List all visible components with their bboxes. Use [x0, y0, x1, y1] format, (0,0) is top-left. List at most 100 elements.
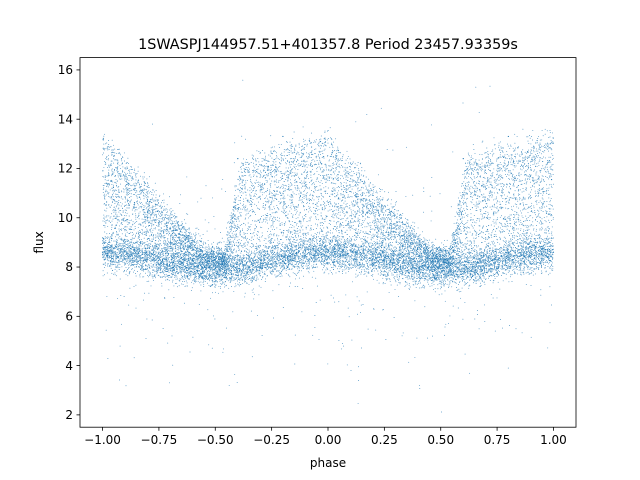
scatter-point: [117, 171, 119, 173]
scatter-point: [180, 194, 182, 196]
scatter-point: [441, 411, 443, 413]
scatter-point: [240, 274, 242, 276]
scatter-point: [107, 174, 109, 176]
scatter-point: [345, 225, 347, 227]
scatter-point: [539, 236, 541, 238]
scatter-point: [516, 251, 518, 253]
scatter-point: [268, 263, 270, 265]
scatter-point: [273, 190, 274, 191]
scatter-point: [285, 249, 287, 251]
scatter-point: [140, 238, 142, 240]
scatter-point: [476, 187, 478, 189]
scatter-point: [315, 228, 317, 230]
scatter-point: [289, 226, 291, 228]
scatter-point: [424, 256, 426, 257]
scatter-point: [273, 258, 275, 259]
scatter-point: [286, 175, 288, 177]
scatter-point: [250, 215, 252, 216]
scatter-point: [228, 243, 230, 245]
scatter-point: [110, 265, 112, 267]
scatter-point: [308, 241, 310, 243]
scatter-point: [406, 232, 408, 233]
scatter-point: [358, 177, 360, 179]
scatter-point: [442, 280, 444, 282]
scatter-point: [121, 323, 122, 325]
scatter-point: [531, 236, 533, 237]
scatter-point: [184, 246, 186, 247]
scatter-point: [366, 262, 368, 264]
scatter-point: [136, 247, 138, 249]
scatter-point: [489, 177, 491, 179]
scatter-point: [231, 275, 233, 277]
scatter-point: [551, 169, 553, 171]
scatter-point: [348, 241, 350, 243]
scatter-point: [378, 201, 380, 203]
scatter-point: [102, 237, 104, 239]
scatter-point: [163, 271, 165, 273]
scatter-point: [127, 157, 129, 159]
scatter-point: [328, 169, 330, 171]
scatter-point: [122, 227, 124, 229]
scatter-point: [467, 152, 469, 154]
scatter-point: [552, 183, 554, 185]
scatter-point: [421, 268, 423, 270]
scatter-point: [105, 143, 107, 145]
scatter-point: [386, 236, 388, 238]
scatter-point: [383, 205, 385, 206]
scatter-point: [359, 174, 360, 176]
scatter-point: [342, 199, 344, 201]
scatter-point: [435, 270, 437, 272]
scatter-point: [518, 253, 520, 255]
scatter-point: [545, 270, 547, 272]
scatter-point: [476, 246, 478, 248]
scatter-point: [115, 159, 117, 161]
scatter-point: [381, 189, 383, 191]
scatter-point: [255, 259, 256, 261]
scatter-point: [413, 251, 415, 253]
scatter-point: [142, 176, 144, 178]
scatter-point: [301, 263, 303, 265]
scatter-point: [232, 215, 234, 217]
scatter-point: [128, 229, 130, 231]
scatter-point: [249, 270, 251, 272]
scatter-point: [122, 261, 124, 263]
scatter-point: [243, 203, 245, 205]
scatter-point: [366, 226, 368, 228]
scatter-point: [338, 301, 340, 303]
scatter-point: [337, 240, 339, 242]
scatter-point: [423, 263, 425, 265]
scatter-point: [412, 234, 414, 236]
scatter-point: [407, 239, 409, 241]
scatter-point: [186, 213, 188, 215]
scatter-point: [438, 282, 440, 284]
scatter-point: [518, 263, 520, 265]
scatter-point: [185, 251, 187, 252]
scatter-point: [369, 258, 371, 259]
scatter-point: [399, 237, 401, 239]
scatter-point: [130, 226, 132, 228]
scatter-point: [534, 261, 536, 263]
scatter-point: [527, 140, 529, 142]
scatter-point: [538, 155, 539, 157]
scatter-point: [370, 203, 372, 205]
scatter-point: [387, 278, 389, 280]
scatter-point: [229, 223, 231, 224]
scatter-point: [102, 192, 104, 194]
scatter-point: [527, 239, 529, 240]
scatter-point: [233, 255, 235, 257]
scatter-point: [187, 258, 189, 260]
scatter-point: [245, 167, 247, 168]
scatter-point: [525, 182, 527, 184]
scatter-point: [463, 200, 464, 202]
scatter-point: [103, 254, 105, 256]
scatter-point: [351, 221, 353, 223]
scatter-point: [376, 192, 378, 194]
scatter-point: [274, 248, 275, 250]
scatter-point: [268, 169, 270, 171]
scatter-point: [295, 237, 297, 239]
scatter-point: [472, 181, 474, 183]
scatter-point: [471, 179, 473, 181]
scatter-point: [208, 222, 210, 224]
scatter-point: [368, 198, 370, 200]
scatter-point: [377, 230, 379, 232]
